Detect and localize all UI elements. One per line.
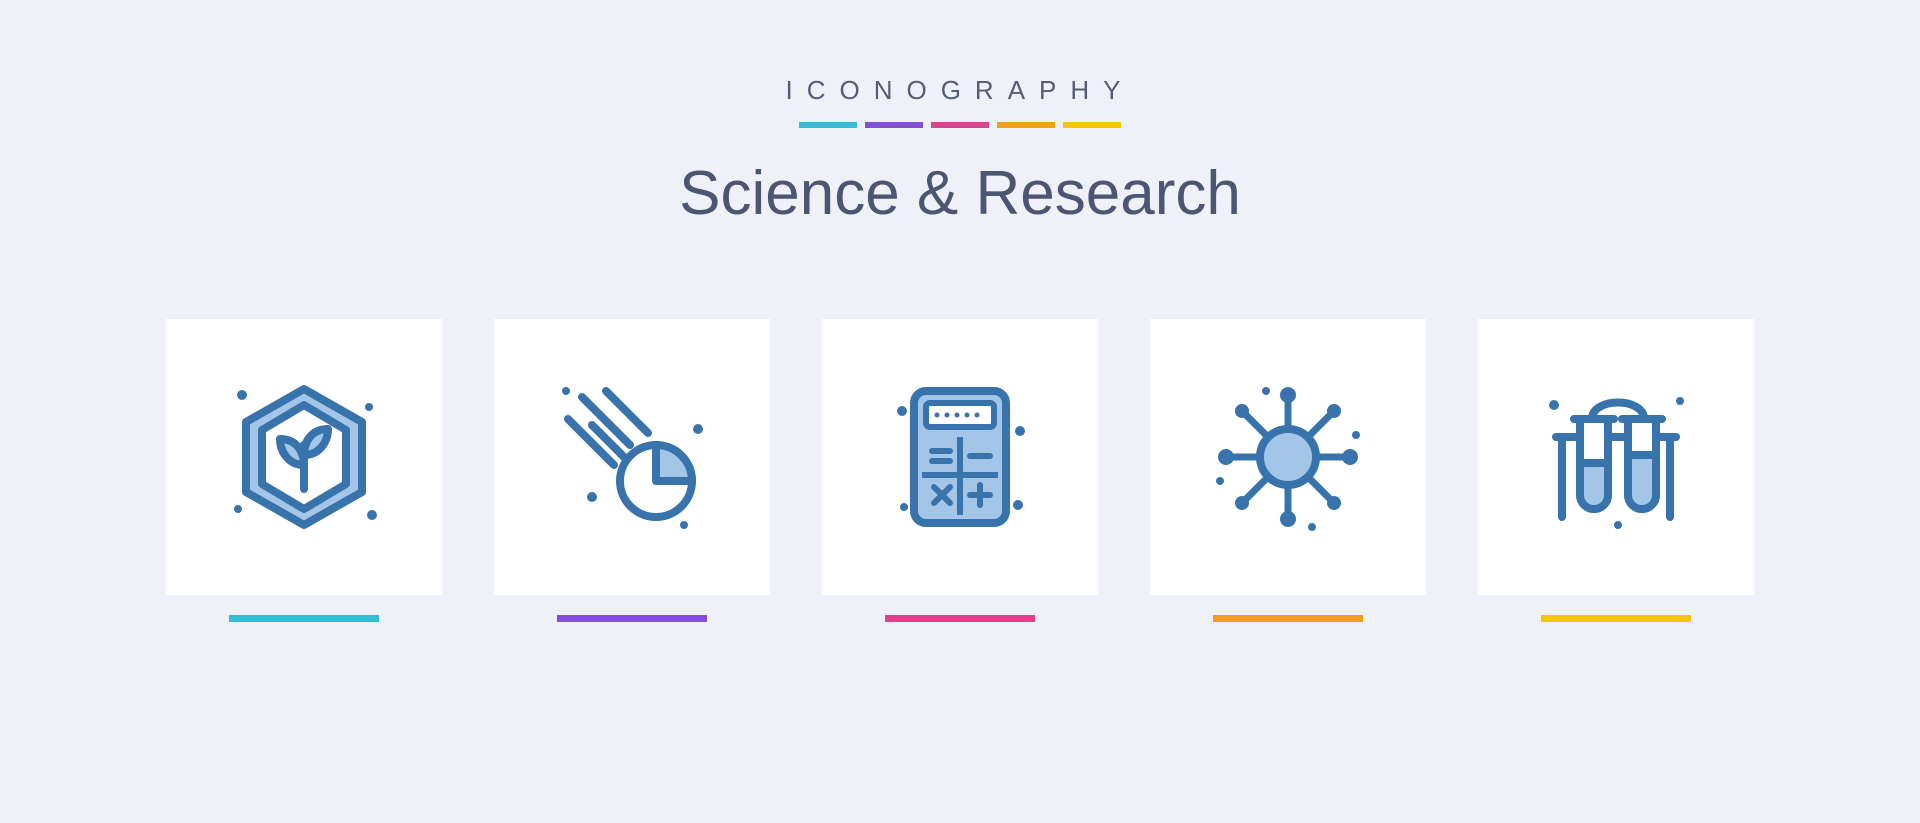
icon-grid <box>166 319 1754 622</box>
icon-card <box>166 319 442 622</box>
test-tubes-icon <box>1536 377 1696 537</box>
icon-card <box>494 319 770 622</box>
card-underline <box>229 615 379 622</box>
page-title: Science & Research <box>679 158 1241 229</box>
icon-tile <box>1478 319 1754 595</box>
accent-bar <box>931 122 989 128</box>
card-underline <box>1213 615 1363 622</box>
accent-bar-row <box>799 122 1121 128</box>
icon-tile <box>1150 319 1426 595</box>
accent-bar <box>865 122 923 128</box>
card-underline <box>557 615 707 622</box>
meteor-icon <box>552 377 712 537</box>
icon-tile <box>166 319 442 595</box>
icon-tile <box>494 319 770 595</box>
icon-card <box>822 319 1098 622</box>
virus-cell-icon <box>1208 377 1368 537</box>
icon-card <box>1150 319 1426 622</box>
card-underline <box>1541 615 1691 622</box>
accent-bar <box>799 122 857 128</box>
accent-bar <box>997 122 1055 128</box>
accent-bar <box>1063 122 1121 128</box>
icon-card <box>1478 319 1754 622</box>
brand-label: ICONOGRAPHY <box>785 75 1134 106</box>
card-underline <box>885 615 1035 622</box>
hexagon-plant-icon <box>224 377 384 537</box>
icon-tile <box>822 319 1098 595</box>
calculator-icon <box>880 377 1040 537</box>
